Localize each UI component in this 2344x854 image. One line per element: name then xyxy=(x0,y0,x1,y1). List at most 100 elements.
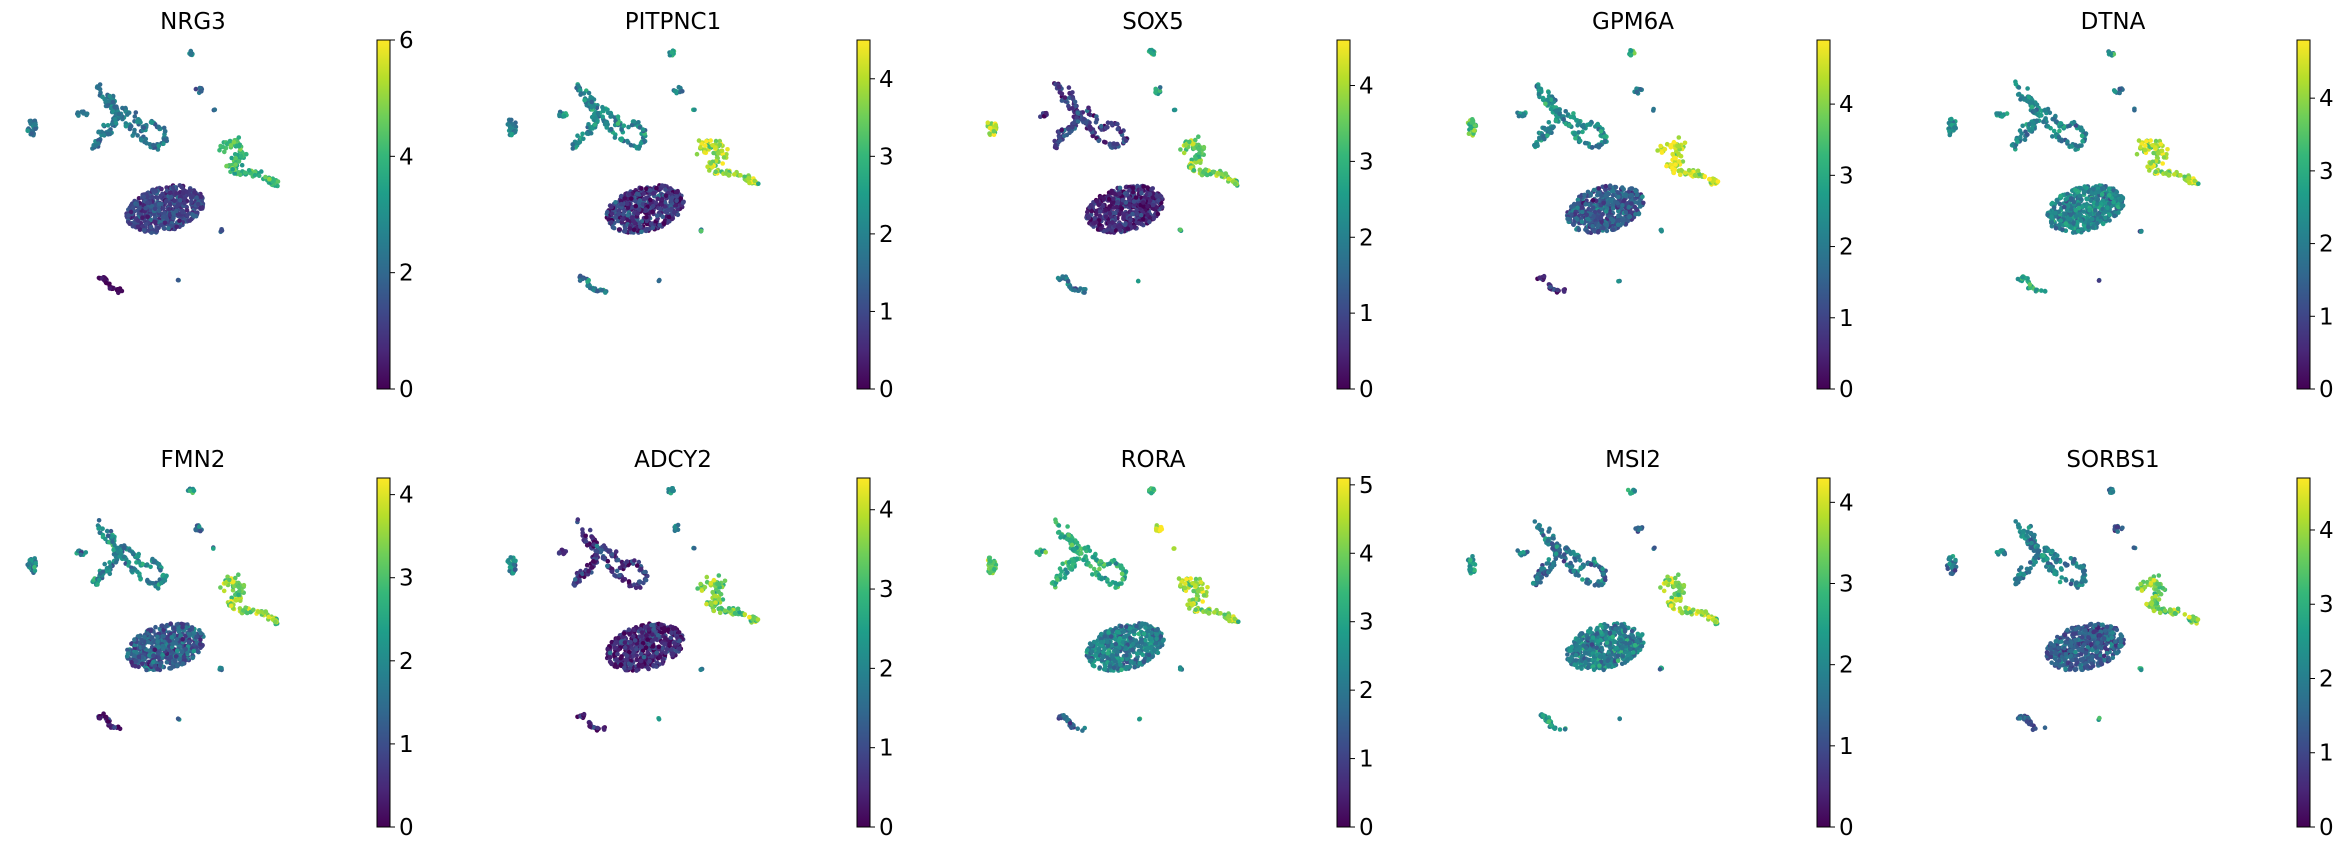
cell-point xyxy=(2073,214,2079,219)
cell-point xyxy=(1044,110,1049,116)
cell-point xyxy=(1707,176,1712,182)
cell-point xyxy=(175,277,181,283)
cell-point xyxy=(1159,204,1165,210)
cell-point xyxy=(1620,217,1625,223)
cell-point xyxy=(2049,220,2054,225)
cell-point xyxy=(752,178,757,184)
cluster-dot2 xyxy=(1135,278,1141,284)
cluster-small xyxy=(698,227,704,234)
cell-point xyxy=(105,132,111,137)
colorbar-tick-label: 3 xyxy=(1839,163,1854,189)
cell-point xyxy=(162,210,167,216)
cell-point xyxy=(145,194,150,200)
cell-point xyxy=(1668,143,1674,148)
cell-point xyxy=(107,93,112,99)
cell-point xyxy=(1571,201,1577,207)
cell-point xyxy=(228,143,234,148)
cell-point xyxy=(174,191,179,196)
cell-point xyxy=(586,90,592,96)
cell-point xyxy=(1145,212,1150,218)
cell-point xyxy=(2119,203,2125,208)
cell-point xyxy=(1122,222,1128,228)
cell-point xyxy=(188,48,194,54)
cell-point xyxy=(1105,125,1110,130)
cell-point xyxy=(631,227,637,233)
cell-point xyxy=(1147,219,1152,225)
cell-point xyxy=(133,110,139,115)
cluster-right xyxy=(217,135,281,189)
cell-point xyxy=(1999,114,2005,119)
cell-point xyxy=(231,139,237,145)
cell-point xyxy=(116,111,122,117)
cell-point xyxy=(1546,89,1551,95)
cell-point xyxy=(103,280,109,286)
cell-point xyxy=(148,224,154,230)
cell-point xyxy=(116,287,121,293)
cell-point xyxy=(2079,133,2085,139)
cluster-dot2 xyxy=(656,277,662,284)
cell-point xyxy=(25,128,31,134)
cell-point xyxy=(2058,121,2064,126)
cell-point xyxy=(609,126,614,132)
cell-point xyxy=(589,99,594,105)
cell-point xyxy=(182,196,187,201)
cell-point xyxy=(1097,209,1103,214)
cluster-upper_right xyxy=(1153,85,1163,97)
cluster-dot1 xyxy=(211,107,218,113)
cell-point xyxy=(128,209,134,215)
colorbar-tick-label: 1 xyxy=(1839,306,1854,332)
cell-point xyxy=(2016,85,2022,90)
colorbar xyxy=(2296,39,2311,390)
cluster-upper xyxy=(1532,82,1609,150)
colorbar-tick-label: 1 xyxy=(1359,301,1374,327)
cell-point xyxy=(2166,173,2172,178)
cell-point xyxy=(2112,89,2118,94)
cell-point xyxy=(675,212,681,218)
cell-point xyxy=(1086,105,1091,111)
cell-point xyxy=(639,229,644,235)
cluster-upper_left xyxy=(75,109,90,118)
cell-point xyxy=(143,205,148,211)
cell-point xyxy=(717,142,723,147)
cell-point xyxy=(1119,206,1125,211)
cell-point xyxy=(2156,151,2161,156)
cell-point xyxy=(2038,112,2044,118)
cell-point xyxy=(1569,212,1574,217)
cell-point xyxy=(1211,169,1216,175)
cell-point xyxy=(1603,193,1608,199)
cell-point xyxy=(2018,134,2023,140)
cluster-main xyxy=(2045,183,2126,235)
cell-point xyxy=(1949,116,1954,122)
cell-point xyxy=(174,224,179,230)
cell-point xyxy=(171,215,176,221)
cell-point xyxy=(659,183,665,188)
cell-point xyxy=(1640,194,1645,199)
cell-point xyxy=(1686,168,1692,173)
cell-point xyxy=(179,184,184,190)
cell-point xyxy=(605,209,610,215)
cell-point xyxy=(1638,204,1643,209)
cell-point xyxy=(635,211,641,216)
cell-point xyxy=(1537,275,1542,281)
cell-point xyxy=(1548,106,1554,112)
cell-point xyxy=(1062,95,1068,100)
cell-point xyxy=(1120,197,1125,203)
cell-point xyxy=(1131,199,1137,204)
cell-point xyxy=(1574,216,1580,222)
cell-point xyxy=(661,221,667,227)
cell-point xyxy=(161,206,166,211)
cell-point xyxy=(156,201,162,207)
colorbar-tick-label: 3 xyxy=(1359,149,1374,175)
cell-point xyxy=(654,213,660,219)
cell-point xyxy=(139,138,144,143)
cell-point xyxy=(1584,229,1590,234)
cell-point xyxy=(236,135,242,140)
cell-point xyxy=(626,191,632,197)
cell-point xyxy=(2025,86,2030,91)
cell-point xyxy=(2086,224,2091,230)
cell-point xyxy=(1676,135,1682,140)
cell-point xyxy=(176,212,182,217)
cell-point xyxy=(1676,159,1682,164)
